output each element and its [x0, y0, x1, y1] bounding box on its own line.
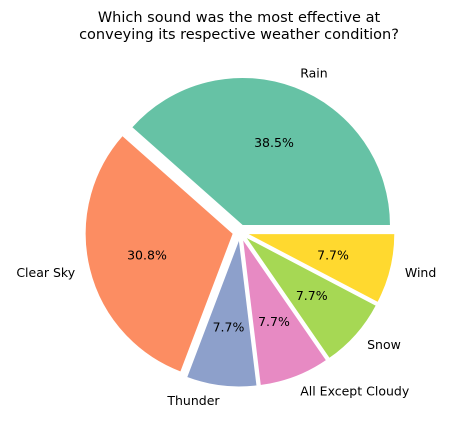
percent-label-rain: 38.5% — [254, 135, 294, 150]
slice-rain — [130, 77, 391, 226]
slice-wind — [246, 233, 396, 304]
slice-all-except-cloudy — [241, 238, 328, 387]
chart-title-line-1: Which sound was the most effective at — [98, 10, 381, 26]
category-label-rain: Rain — [300, 66, 327, 81]
percent-label-thunder: 7.7% — [213, 320, 245, 335]
percent-label-all-except-cloudy: 7.7% — [258, 314, 290, 329]
category-label-snow: Snow — [367, 337, 401, 352]
pie-slices — [84, 77, 396, 388]
percent-label-clear-sky: 30.8% — [127, 247, 167, 262]
chart-title-line-2: conveying its respective weather conditi… — [79, 27, 399, 43]
category-label-all-except-cloudy: All Except Cloudy — [300, 383, 410, 398]
slice-snow — [244, 236, 377, 360]
slice-thunder — [186, 238, 258, 388]
category-label-thunder: Thunder — [166, 393, 220, 408]
percent-label-snow: 7.7% — [296, 288, 328, 303]
pie-labels: 38.5% Rain 30.8% Clear Sky 7.7% Thunder 7.7% Al… — [16, 66, 436, 408]
category-label-clear-sky: Clear Sky — [16, 265, 75, 280]
percent-label-wind: 7.7% — [317, 247, 349, 262]
slice-clear-sky — [84, 134, 234, 373]
category-label-wind: Wind — [405, 265, 436, 280]
